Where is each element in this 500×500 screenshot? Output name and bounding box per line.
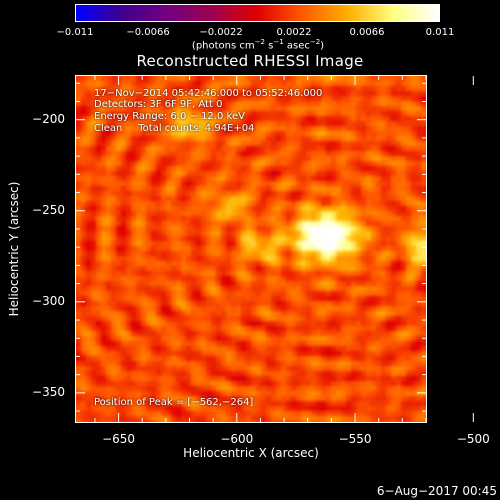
y-tick-label: −300 xyxy=(32,293,65,308)
y-tick-label: −200 xyxy=(32,111,65,126)
x-tick-label: −650 xyxy=(102,432,136,446)
y-tick-label: −350 xyxy=(32,384,65,399)
timestamp: 6−Aug−2017 00:45 xyxy=(376,484,497,498)
x-tick-label: −600 xyxy=(220,432,254,446)
info-time-range: 17−Nov−2014 05:42:46.000 to 05:52:46.000 xyxy=(94,88,323,99)
colorbar-tick-label: −0.011 xyxy=(56,27,94,38)
x-axis-label: Heliocentric X (arcsec) xyxy=(183,446,319,460)
x-tick-label: −500 xyxy=(456,432,490,446)
x-tick-label: −550 xyxy=(338,432,372,446)
plot-area xyxy=(75,75,427,423)
colorbar-tick-label: −0.0066 xyxy=(126,27,170,38)
info-peak-position: Position of Peak = [−562,−264] xyxy=(94,397,254,408)
chart-title: Reconstructed RHESSI Image xyxy=(136,52,364,70)
info-energy-range: Energy Range: 6.0 − 12.0 keV xyxy=(94,111,245,122)
y-axis-label: Heliocentric Y (arcsec) xyxy=(7,181,21,317)
y-tick-label: −250 xyxy=(32,202,65,217)
heatmap-image xyxy=(76,76,426,422)
colorbar-tick-label: −0.0022 xyxy=(199,27,243,38)
info-detectors: Detectors: 3F 6F 9F, Att 0 xyxy=(94,99,223,110)
colorbar-tick-label: 0.0066 xyxy=(349,27,385,38)
colorbar-tick-label: 0.011 xyxy=(425,27,455,38)
colorbar-unit: (photons cm−2 s−1 asec−2) xyxy=(191,38,325,52)
colorbar xyxy=(75,4,440,22)
colorbar-tick-label: 0.0022 xyxy=(276,27,312,38)
info-total-counts: Clean Total counts: 4.94E+04 xyxy=(94,123,255,134)
